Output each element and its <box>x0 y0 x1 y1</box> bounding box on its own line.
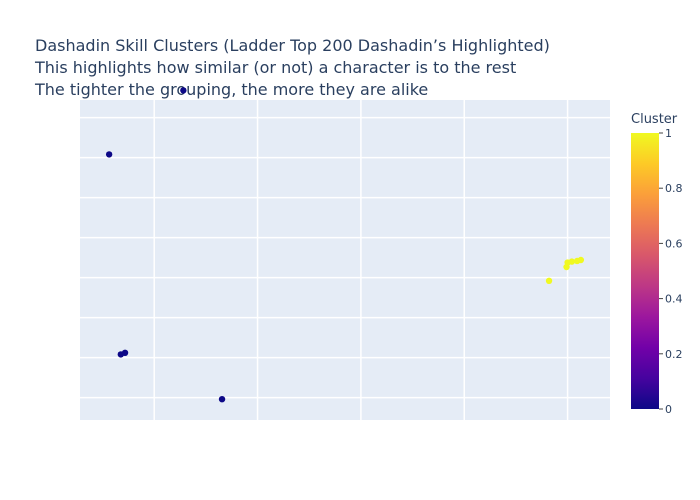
colorbar-tick-label-1: 0.2 <box>665 348 683 361</box>
colorbar-tick-label-4: 0.8 <box>665 182 683 195</box>
chart-title-line-2: This highlights how similar (or not) a c… <box>34 58 516 77</box>
colorbar-tick-label-3: 0.6 <box>665 237 683 250</box>
plot-area[interactable] <box>80 87 610 420</box>
data-point-1[interactable] <box>105 151 113 158</box>
data-point-3[interactable] <box>121 349 129 356</box>
colorbar: Cluster 0 0.2 0.4 0.6 0.8 1 <box>631 112 683 416</box>
data-point-0[interactable] <box>180 87 187 94</box>
plot-background <box>80 100 610 420</box>
data-point-8[interactable] <box>568 258 576 265</box>
colorbar-ticks: 0 0.2 0.4 0.6 0.8 1 <box>659 127 683 416</box>
colorbar-title: Cluster <box>631 112 678 127</box>
data-point-10[interactable] <box>577 256 585 264</box>
data-points <box>105 87 585 403</box>
colorbar-tick-label-2: 0.4 <box>665 293 683 306</box>
chart-title-line-1: Dashadin Skill Clusters (Ladder Top 200 … <box>35 36 550 55</box>
data-point-5[interactable] <box>545 277 553 284</box>
colorbar-tick-label-0: 0 <box>665 403 672 416</box>
data-point-4[interactable] <box>218 396 226 403</box>
colorbar-tick-label-5: 1 <box>665 127 672 140</box>
chart-title-line-3: The tighter the grouping, the more they … <box>34 80 428 99</box>
colorbar-gradient <box>631 133 659 409</box>
